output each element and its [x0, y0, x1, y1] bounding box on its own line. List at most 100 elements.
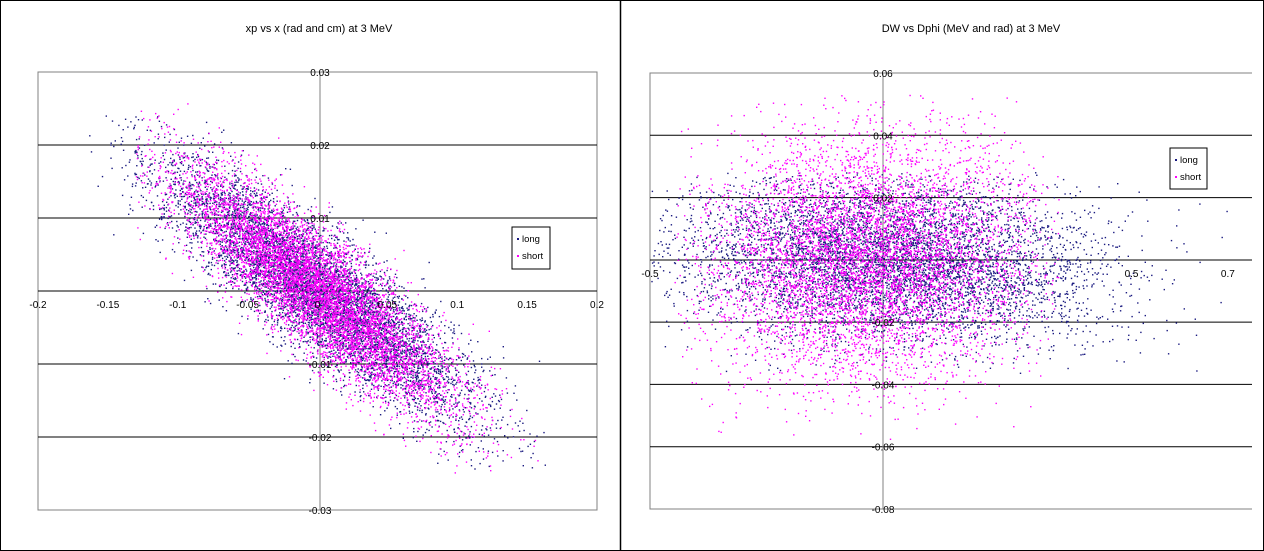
- data-point: [469, 444, 471, 446]
- data-point: [206, 157, 208, 159]
- data-point: [358, 361, 360, 364]
- data-point: [388, 393, 391, 395]
- data-point: [229, 264, 231, 267]
- data-point: [192, 160, 195, 162]
- data-point: [448, 378, 450, 380]
- data-point: [429, 398, 432, 400]
- data-point: [293, 311, 295, 313]
- data-point: [421, 409, 423, 411]
- data-point: [179, 158, 181, 160]
- data-point: [305, 329, 308, 331]
- data-point: [386, 341, 389, 343]
- data-point: [336, 227, 339, 229]
- data-point: [229, 271, 232, 273]
- data-point: [433, 337, 435, 339]
- data-point: [375, 277, 378, 279]
- data-point: [439, 337, 441, 340]
- data-point: [372, 264, 374, 266]
- data-point: [288, 203, 290, 205]
- data-point: [444, 359, 446, 361]
- data-point: [357, 362, 359, 364]
- data-point: [322, 230, 324, 232]
- data-point: [252, 190, 254, 193]
- data-point: [386, 407, 388, 409]
- data-point: [238, 235, 240, 237]
- data-point: [415, 377, 417, 379]
- data-point: [135, 116, 137, 118]
- data-point: [234, 277, 236, 279]
- data-point: [355, 274, 358, 277]
- data-point: [202, 251, 205, 253]
- data-point: [238, 215, 241, 217]
- data-point: [291, 232, 293, 234]
- data-point: [355, 302, 357, 304]
- data-point: [379, 372, 381, 374]
- data-point: [271, 324, 273, 326]
- data-point: [400, 356, 402, 359]
- data-point: [246, 217, 249, 220]
- data-point: [250, 190, 252, 192]
- data-point: [416, 440, 418, 442]
- data-point: [379, 414, 382, 416]
- data-point: [197, 193, 200, 196]
- data-point: [245, 215, 247, 217]
- data-point: [155, 239, 157, 241]
- data-point: [337, 239, 339, 241]
- data-point: [268, 201, 271, 203]
- data-point: [234, 215, 237, 217]
- data-point: [455, 369, 457, 371]
- data-point: [529, 443, 532, 445]
- data-point: [442, 377, 444, 379]
- data-point: [326, 241, 329, 244]
- data-point: [206, 265, 208, 267]
- data-point: [440, 406, 442, 408]
- data-point: [191, 247, 193, 249]
- data-point: [278, 270, 280, 272]
- data-point: [469, 415, 472, 417]
- data-point: [487, 450, 490, 452]
- data-point: [398, 285, 401, 287]
- data-point: [394, 296, 396, 298]
- data-point: [482, 458, 485, 460]
- data-point: [256, 192, 258, 194]
- data-point: [302, 255, 304, 257]
- data-point: [427, 355, 429, 357]
- data-point: [364, 264, 366, 266]
- data-point: [436, 377, 438, 379]
- data-point: [172, 164, 174, 167]
- data-point: [142, 232, 145, 235]
- data-point: [179, 200, 181, 202]
- data-point: [338, 238, 340, 241]
- data-point: [196, 211, 198, 213]
- data-point: [405, 319, 407, 321]
- data-point: [120, 137, 123, 139]
- data-point: [408, 402, 410, 404]
- data-point: [402, 437, 404, 439]
- data-point: [183, 170, 186, 173]
- data-point: [473, 378, 475, 380]
- data-point: [425, 414, 427, 416]
- data-point: [326, 247, 329, 249]
- data-point: [302, 307, 304, 309]
- data-point: [254, 281, 256, 283]
- data-point: [245, 270, 248, 272]
- data-point: [356, 297, 359, 299]
- data-point: [123, 179, 126, 181]
- data-point: [414, 405, 416, 407]
- data-point: [472, 360, 475, 362]
- data-point: [313, 347, 315, 349]
- data-point: [421, 317, 423, 319]
- data-point: [227, 172, 230, 175]
- data-point: [468, 343, 470, 345]
- data-point: [253, 266, 255, 269]
- data-point: [199, 227, 202, 230]
- data-point: [532, 452, 534, 455]
- data-point: [243, 186, 245, 188]
- data-point: [409, 317, 412, 320]
- data-point: [235, 265, 238, 267]
- data-point: [178, 242, 180, 244]
- data-point: [281, 327, 283, 330]
- data-point: [436, 394, 438, 396]
- data-point: [177, 200, 179, 202]
- data-point: [111, 120, 114, 122]
